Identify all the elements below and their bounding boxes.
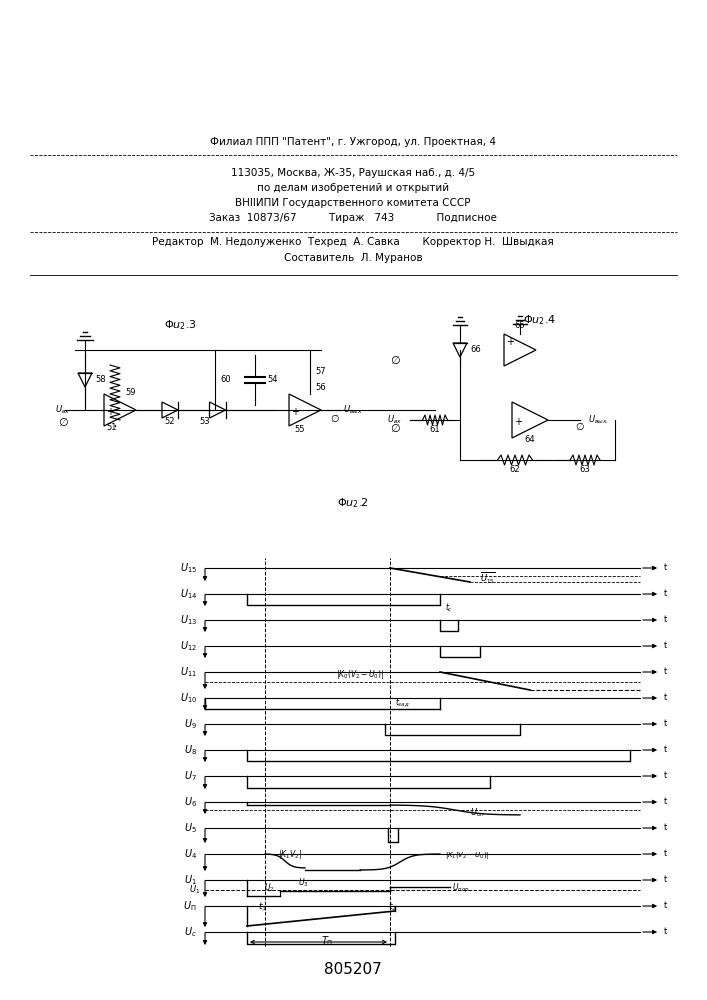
Text: $t_c$: $t_c$ [445, 601, 453, 614]
Text: t: t [664, 850, 667, 858]
Text: $U_{вых}$: $U_{вых}$ [343, 404, 363, 416]
Text: 55: 55 [295, 425, 305, 434]
Text: $U_{10}$: $U_{10}$ [180, 691, 197, 705]
Text: $U_{12}$: $U_{12}$ [180, 639, 197, 653]
Text: +: + [106, 407, 114, 417]
Text: 66: 66 [470, 346, 481, 355]
Text: 61: 61 [430, 425, 440, 434]
Text: 51: 51 [107, 423, 117, 432]
Text: t: t [664, 746, 667, 754]
Text: $T_{\Pi}$: $T_{\Pi}$ [322, 934, 334, 948]
Text: Заказ  10873/67          Тираж   743             Подписное: Заказ 10873/67 Тираж 743 Подписное [209, 213, 497, 223]
Text: 62: 62 [510, 465, 520, 474]
Text: $U_6$: $U_6$ [184, 795, 197, 809]
Text: 56: 56 [315, 383, 326, 392]
Text: $U_2$: $U_2$ [264, 882, 274, 894]
Text: $\emptyset$: $\emptyset$ [390, 422, 400, 434]
Text: $U_{11}$: $U_{11}$ [180, 665, 197, 679]
Text: $U_{14}$: $U_{14}$ [180, 587, 197, 601]
Text: $\Phi u_2. 4$: $\Phi u_2. 4$ [523, 313, 556, 327]
Text: t: t [664, 876, 667, 884]
Text: 57: 57 [315, 367, 326, 376]
Text: $U_4$: $U_4$ [184, 847, 197, 861]
Text: +: + [291, 407, 299, 417]
Text: t: t [664, 772, 667, 780]
Text: $|K_0(V_2 - U_0)|$: $|K_0(V_2 - U_0)|$ [336, 668, 384, 681]
Text: $U_c$: $U_c$ [185, 925, 197, 939]
Text: t: t [664, 824, 667, 832]
Text: 65: 65 [515, 321, 525, 330]
Text: $U_{пор}$: $U_{пор}$ [452, 881, 469, 895]
Text: 805207: 805207 [324, 962, 382, 978]
Text: $U_{вх}$: $U_{вх}$ [387, 414, 402, 426]
Text: t: t [664, 902, 667, 910]
Text: Редактор  М. Недолуженко  Техред  А. Савка       Корректор Н.  Швыдкая: Редактор М. Недолуженко Техред А. Савка … [152, 237, 554, 247]
Text: t: t [664, 668, 667, 676]
Text: $|K_1(V_2 - U_0)|$: $|K_1(V_2 - U_0)|$ [445, 850, 489, 861]
Text: $t_1$: $t_1$ [259, 900, 267, 913]
Text: $U_{13}$: $U_{13}$ [180, 613, 197, 627]
Text: 60: 60 [220, 375, 230, 384]
Text: t: t [664, 642, 667, 650]
Text: 53: 53 [199, 417, 210, 426]
Text: 58: 58 [95, 375, 105, 384]
Text: 59: 59 [125, 388, 136, 397]
Text: $t_{зад}$: $t_{зад}$ [395, 697, 409, 709]
Text: $t_2$: $t_2$ [387, 900, 397, 913]
Text: Филиал ППП "Патент", г. Ужгород, ул. Проектная, 4: Филиал ППП "Патент", г. Ужгород, ул. Про… [210, 137, 496, 147]
Text: 54: 54 [267, 375, 278, 384]
Text: $\overline{U_{15}}$: $\overline{U_{15}}$ [480, 570, 496, 586]
Text: $|K_1 V_2|$: $|K_1 V_2|$ [278, 848, 302, 861]
Text: $\Phi u_2. 3$: $\Phi u_2. 3$ [163, 318, 197, 332]
Text: 64: 64 [525, 435, 535, 444]
Text: $\emptyset$: $\emptyset$ [575, 420, 585, 432]
Text: $U_{оп}$: $U_{оп}$ [470, 807, 485, 819]
Text: $U_1$: $U_1$ [185, 873, 197, 887]
Text: t: t [664, 694, 667, 702]
Text: Составитель  Л. Муранов: Составитель Л. Муранов [284, 253, 422, 263]
Text: ВНIIИПИ Государственного комитета СССР: ВНIIИПИ Государственного комитета СССР [235, 198, 471, 208]
Text: t: t [664, 615, 667, 624]
Text: по делам изобретений и открытий: по делам изобретений и открытий [257, 183, 449, 193]
Text: 63: 63 [580, 465, 590, 474]
Text: +: + [514, 417, 522, 427]
Text: t: t [664, 720, 667, 728]
Text: $U_{\Pi}$: $U_{\Pi}$ [184, 899, 197, 913]
Text: $\emptyset$: $\emptyset$ [390, 354, 400, 366]
Text: $U_{вых.}$: $U_{вых.}$ [588, 414, 609, 426]
Text: $U_5$: $U_5$ [184, 821, 197, 835]
Text: $U_9$: $U_9$ [184, 717, 197, 731]
Text: 113035, Москва, Ж-35, Раушская наб., д. 4/5: 113035, Москва, Ж-35, Раушская наб., д. … [231, 168, 475, 178]
Text: $U_3$: $U_3$ [298, 876, 308, 889]
Text: +: + [506, 337, 514, 347]
Text: t: t [664, 798, 667, 806]
Text: $\Phi u_2. 2$: $\Phi u_2. 2$ [337, 496, 369, 510]
Text: $U_{вх}$: $U_{вх}$ [55, 404, 71, 416]
Text: $\emptyset$: $\emptyset$ [57, 416, 69, 428]
Text: $U_8$: $U_8$ [184, 743, 197, 757]
Text: t: t [664, 928, 667, 936]
Text: $U_{15}$: $U_{15}$ [180, 561, 197, 575]
Text: 52: 52 [165, 417, 175, 426]
Text: $U_7$: $U_7$ [184, 769, 197, 783]
Text: $U_1$: $U_1$ [189, 884, 200, 896]
Text: t: t [664, 564, 667, 572]
Text: t: t [664, 589, 667, 598]
Text: $\emptyset$: $\emptyset$ [330, 412, 340, 424]
